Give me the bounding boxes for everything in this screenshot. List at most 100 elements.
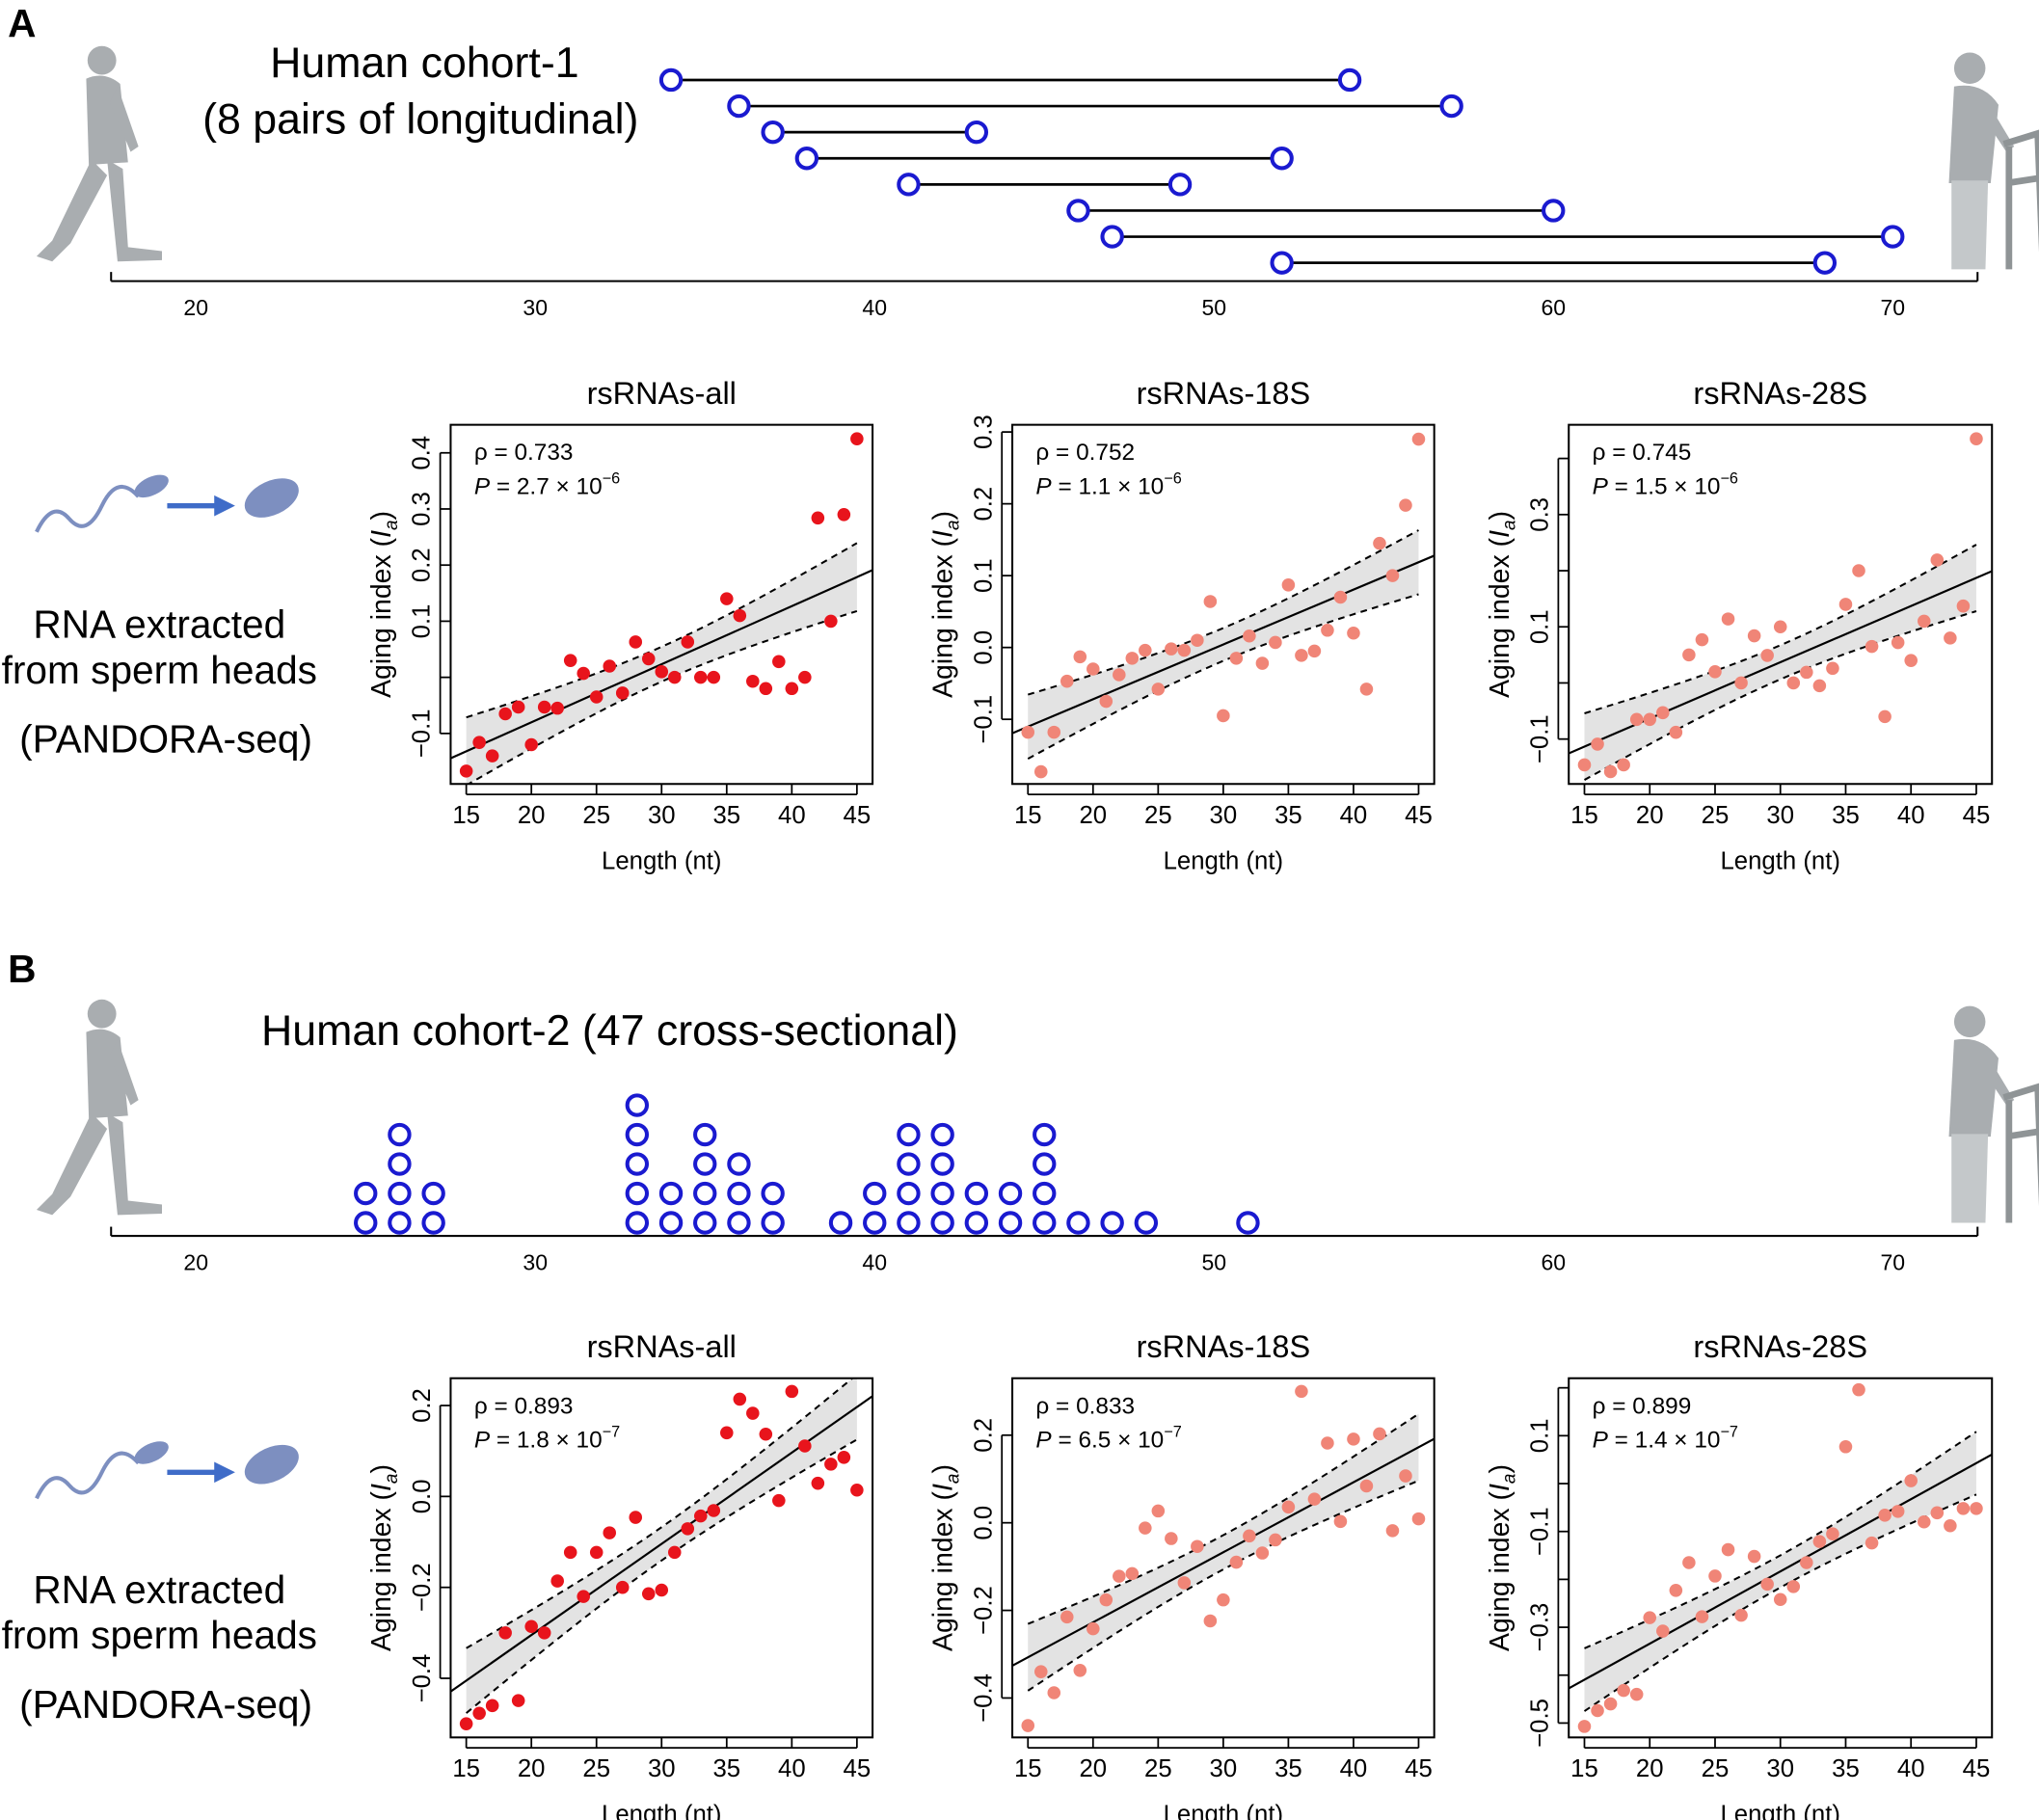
p-symbol: P bbox=[474, 1428, 491, 1454]
regression-line bbox=[1012, 1437, 1435, 1667]
sample-circle bbox=[1881, 225, 1905, 249]
sample-circle bbox=[658, 1211, 684, 1235]
y-label-close: ) bbox=[366, 511, 397, 520]
data-point bbox=[1577, 1720, 1592, 1733]
data-point bbox=[550, 1574, 564, 1588]
rho-label: ρ = 0.833 bbox=[1035, 1393, 1135, 1419]
sample-circle bbox=[727, 94, 751, 119]
data-point bbox=[472, 736, 486, 749]
data-point bbox=[1773, 620, 1787, 634]
sample-circle bbox=[761, 120, 785, 145]
data-point bbox=[589, 690, 604, 704]
y-label-subscript: a bbox=[943, 1474, 963, 1485]
data-point bbox=[615, 1580, 630, 1594]
plot-area bbox=[450, 1378, 873, 1730]
y-tick-label: −0.1 bbox=[970, 695, 997, 744]
confidence-upper bbox=[1027, 1412, 1420, 1625]
data-point bbox=[603, 659, 617, 673]
sample-circle bbox=[1167, 173, 1193, 197]
x-tick-label: 40 bbox=[1897, 1755, 1925, 1782]
data-point bbox=[1113, 668, 1126, 682]
data-point bbox=[1333, 1514, 1348, 1529]
data-point bbox=[1838, 1439, 1853, 1454]
data-point bbox=[1347, 626, 1360, 640]
longitudinal-pair bbox=[761, 120, 989, 145]
data-point bbox=[1800, 1556, 1813, 1569]
x-tick-label: 35 bbox=[1832, 1755, 1860, 1782]
head bbox=[87, 45, 117, 75]
confidence-lower bbox=[1027, 593, 1419, 760]
data-point bbox=[459, 1717, 473, 1730]
x-tick-label: 20 bbox=[1636, 802, 1664, 829]
y-tick-label: 0.3 bbox=[970, 415, 997, 449]
sperm-icon bbox=[35, 474, 299, 533]
p-value-label: P = 1.1 × 10−6 bbox=[1035, 470, 1181, 500]
data-point bbox=[1255, 1546, 1270, 1560]
data-point bbox=[1243, 629, 1256, 643]
sample-circle bbox=[964, 1211, 989, 1235]
confidence-upper bbox=[466, 1378, 854, 1649]
data-point bbox=[1786, 1580, 1801, 1593]
data-point bbox=[641, 1587, 656, 1601]
data-point bbox=[1165, 1532, 1178, 1545]
data-point bbox=[1333, 590, 1348, 604]
x-axis-label: Length (nt) bbox=[1164, 1801, 1283, 1820]
longitudinal-pair bbox=[1100, 225, 1905, 249]
x-tick-label: 30 bbox=[648, 1755, 676, 1782]
data-point bbox=[472, 1706, 486, 1721]
y-label-close: ) bbox=[1485, 1464, 1516, 1473]
sample-circle bbox=[421, 1211, 445, 1235]
sample-circle bbox=[421, 1181, 445, 1206]
data-point bbox=[1812, 1535, 1827, 1548]
data-point bbox=[615, 686, 630, 700]
regression-line bbox=[450, 569, 873, 760]
data-point bbox=[746, 1406, 760, 1420]
longitudinal-pair bbox=[658, 67, 1362, 93]
data-point bbox=[720, 592, 734, 605]
y-label-subscript: a bbox=[1500, 520, 1520, 530]
data-point bbox=[1577, 758, 1592, 772]
data-point bbox=[1904, 1474, 1918, 1487]
legs bbox=[1951, 1134, 1989, 1223]
x-tick-label: 30 bbox=[648, 802, 676, 829]
panel-letter: A bbox=[8, 1, 36, 45]
y-tick-label: −0.2 bbox=[970, 1586, 997, 1635]
data-point bbox=[589, 1545, 604, 1560]
x-tick-label: 30 bbox=[1210, 1755, 1238, 1782]
data-point bbox=[485, 1699, 499, 1713]
x-tick-label: 30 bbox=[1766, 802, 1794, 829]
data-point bbox=[1682, 1556, 1696, 1569]
x-tick-label: 35 bbox=[1274, 802, 1302, 829]
p-exponent: −7 bbox=[603, 1424, 621, 1441]
y-label-text: Aging index ( bbox=[366, 537, 397, 698]
data-point bbox=[485, 749, 499, 763]
x-tick-label: 35 bbox=[1274, 1755, 1302, 1782]
data-point bbox=[1203, 1614, 1218, 1628]
sample-circle bbox=[998, 1211, 1023, 1235]
sample-circle bbox=[930, 1152, 954, 1176]
y-label-symbol: I bbox=[366, 530, 397, 538]
data-point bbox=[1643, 1611, 1657, 1624]
sample-circle bbox=[625, 1122, 650, 1147]
y-tick-label: 0.3 bbox=[1527, 497, 1554, 532]
head bbox=[87, 999, 117, 1029]
data-point bbox=[1399, 498, 1412, 512]
data-point bbox=[1307, 644, 1322, 658]
rho-label: ρ = 0.893 bbox=[474, 1393, 574, 1419]
data-point bbox=[1073, 650, 1087, 664]
sample-circle bbox=[1066, 1211, 1090, 1235]
rho-label: ρ = 0.733 bbox=[474, 440, 574, 466]
sample-circle bbox=[388, 1181, 412, 1206]
arrow-head bbox=[214, 1461, 235, 1484]
data-point bbox=[1826, 1527, 1839, 1540]
data-point bbox=[1603, 1697, 1618, 1711]
x-tick-label: 15 bbox=[1570, 802, 1598, 829]
data-point bbox=[694, 670, 708, 684]
data-point bbox=[759, 1427, 773, 1441]
sample-circle bbox=[1270, 147, 1294, 171]
chart-title: rsRNAs-18S bbox=[1137, 376, 1311, 411]
data-point bbox=[1891, 635, 1905, 650]
data-point bbox=[537, 700, 551, 714]
longitudinal-pair bbox=[794, 147, 1294, 171]
